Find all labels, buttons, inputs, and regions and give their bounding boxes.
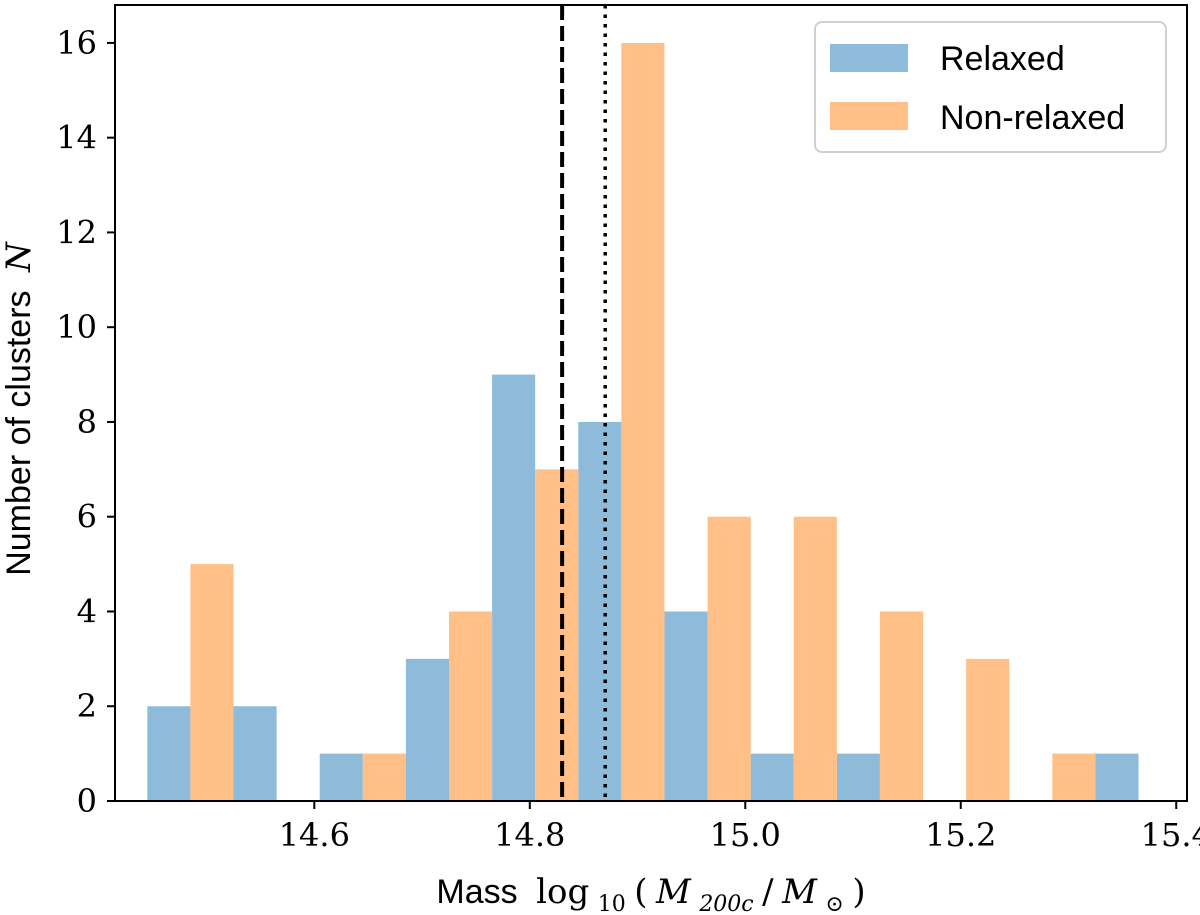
y-tick-label: 6: [77, 498, 97, 536]
bar-relaxed-0: [147, 706, 191, 801]
bar-relaxed-5: [578, 421, 622, 801]
y-tick-label: 12: [56, 213, 97, 251]
bar-relaxed-2: [319, 753, 363, 801]
x-tick-label: 15.0: [710, 816, 781, 854]
bar-relaxed-6: [664, 611, 708, 801]
bars-group: [147, 42, 1139, 801]
bar-non-relaxed-5: [621, 42, 665, 801]
legend-swatch-non-relaxed: [830, 102, 908, 130]
bar-relaxed-3: [405, 658, 449, 801]
legend-label-non-relaxed: Non-relaxed: [940, 99, 1125, 137]
y-tick-label: 2: [77, 687, 97, 725]
y-tick-label: 0: [77, 782, 97, 820]
bar-non-relaxed-8: [879, 611, 924, 801]
bar-relaxed-1: [233, 706, 277, 801]
reference-lines: [560, 5, 607, 801]
bar-relaxed-11: [1095, 753, 1139, 801]
y-tick-label: 10: [56, 308, 97, 346]
bar-non-relaxed-6: [707, 516, 751, 801]
bar-relaxed-8: [836, 753, 880, 801]
y-axis-title: Number of clusters N: [0, 241, 39, 576]
y-tick-label: 4: [77, 592, 97, 630]
legend-swatch-relaxed: [830, 44, 908, 72]
bar-non-relaxed-7: [793, 516, 837, 801]
x-tick-label: 14.6: [279, 816, 350, 854]
y-tick-label: 16: [56, 24, 97, 62]
bar-relaxed-7: [750, 753, 794, 801]
legend-label-relaxed: Relaxed: [940, 40, 1065, 78]
x-axis-ticks: 14.6 14.8 15.0 15.2 15.4: [279, 801, 1200, 854]
y-axis-ticks: 0 2 4 6 8 10 12 14 16: [56, 24, 115, 820]
plot-frame: [114, 4, 1188, 802]
x-tick-label: 15.2: [925, 816, 996, 854]
bar-non-relaxed-9: [966, 658, 1010, 801]
y-tick-label: 8: [77, 403, 97, 441]
bar-relaxed-4: [492, 374, 536, 801]
bar-non-relaxed-4: [535, 469, 579, 801]
bar-non-relaxed-0: [190, 564, 234, 801]
x-tick-label: 14.8: [494, 816, 565, 854]
legend: Relaxed Non-relaxed: [814, 21, 1167, 153]
bar-non-relaxed-10: [1052, 753, 1096, 801]
y-tick-label: 14: [56, 119, 97, 157]
bar-non-relaxed-3: [448, 611, 493, 801]
x-axis-title: Mass log 10 ( M 200c / M ⊙ ): [436, 872, 865, 915]
bar-non-relaxed-2: [362, 753, 406, 801]
x-tick-label: 15.4: [1141, 816, 1200, 854]
